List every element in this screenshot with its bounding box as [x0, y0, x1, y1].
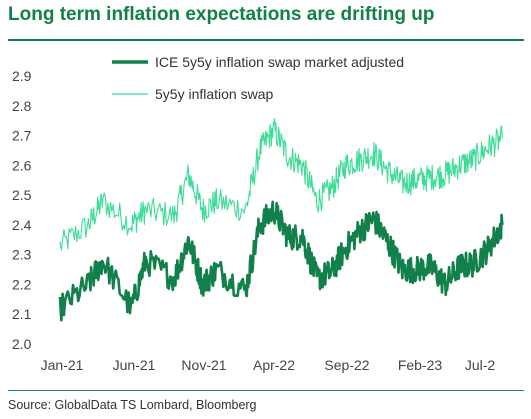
legend-item-market-adjusted-label: ICE 5y5y inflation swap market adjusted — [155, 54, 404, 70]
series-layer — [58, 118, 504, 322]
y-tick-label: 2.3 — [12, 247, 32, 263]
y-tick-label: 2.6 — [12, 157, 32, 173]
y-axis-ticks: 2.9 2.8 2.7 2.6 2.5 2.4 2.3 2.2 2.1 2.0 — [12, 68, 32, 352]
x-tick-label: Sep-22 — [324, 357, 369, 373]
x-tick-label: Apr-22 — [253, 357, 295, 373]
chart-title: Long term inflation expectations are dri… — [8, 4, 435, 25]
series-line-swap — [59, 118, 503, 251]
source-note: Source: GlobalData TS Lombard, Bloomberg — [8, 398, 257, 412]
footer-divider — [8, 390, 524, 391]
series-line-market-adjusted — [58, 200, 504, 322]
y-tick-label: 2.8 — [12, 98, 32, 114]
x-tick-label: Jun-21 — [113, 357, 156, 373]
y-tick-label: 2.0 — [12, 336, 32, 352]
y-tick-label: 2.1 — [12, 306, 32, 322]
y-tick-label: 2.7 — [12, 128, 32, 144]
legend: ICE 5y5y inflation swap market adjusted 5… — [112, 54, 404, 102]
y-tick-label: 2.5 — [12, 187, 32, 203]
x-tick-label: Jul-2 — [465, 357, 496, 373]
title-divider — [8, 39, 524, 41]
x-tick-label: Feb-23 — [398, 357, 443, 373]
line-chart: 2.9 2.8 2.7 2.6 2.5 2.4 2.3 2.2 2.1 2.0 Jan-21 Jun… — [12, 54, 504, 373]
x-tick-label: Jan-21 — [41, 357, 84, 373]
y-tick-label: 2.4 — [12, 217, 32, 233]
y-tick-label: 2.9 — [12, 68, 32, 84]
legend-item-swap-label: 5y5y inflation swap — [155, 86, 274, 102]
x-tick-label: Nov-21 — [181, 357, 226, 373]
y-tick-label: 2.2 — [12, 276, 32, 292]
x-axis-ticks: Jan-21 Jun-21 Nov-21 Apr-22 Sep-22 Feb-23 Jul-… — [41, 357, 496, 373]
